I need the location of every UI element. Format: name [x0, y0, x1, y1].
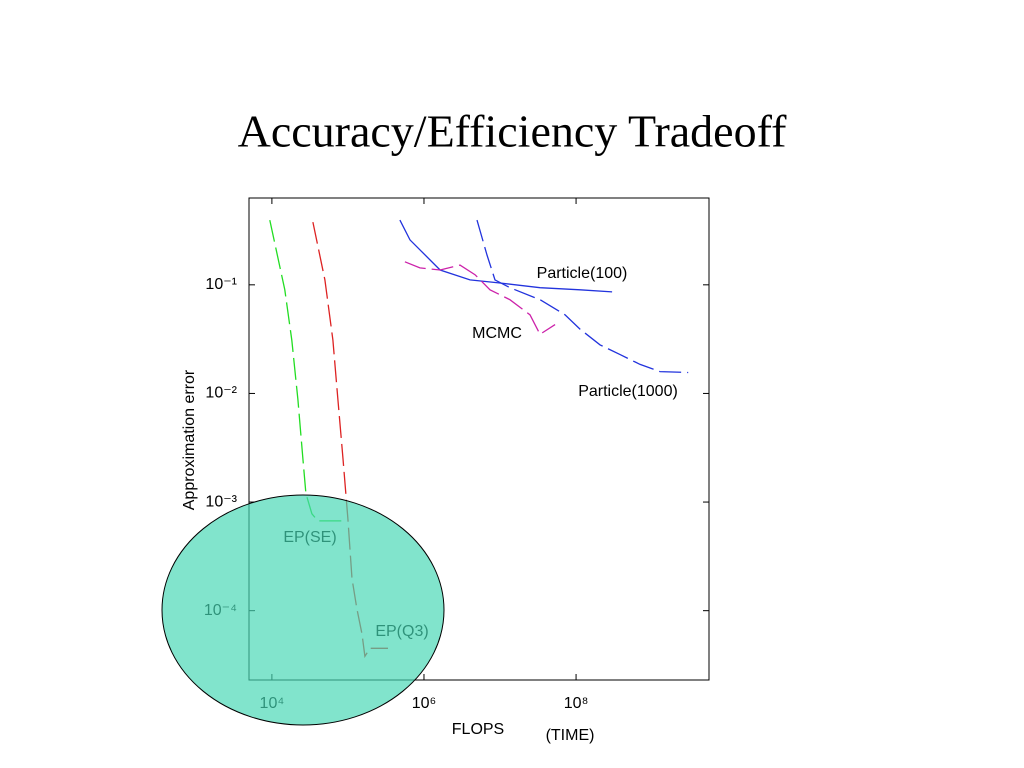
y-tick-label: 10⁻²: [205, 385, 237, 402]
x-axis-note: (TIME): [546, 727, 595, 744]
x-tick-label: 10⁶: [412, 695, 436, 712]
x-axis-label: FLOPS: [452, 721, 504, 738]
y-tick-label: 10⁻³: [205, 493, 237, 510]
plot-frame: [248, 197, 710, 681]
series-label: MCMC: [472, 325, 522, 342]
y-axis-label: Approximation error: [181, 369, 198, 510]
highlight-ellipse: [161, 494, 445, 726]
series-line: [399, 219, 613, 293]
series-label: Particle(1000): [578, 383, 678, 400]
series-label: Particle(100): [537, 265, 628, 282]
series-line: [476, 219, 689, 374]
y-tick-label: 10⁻¹: [205, 276, 237, 293]
x-tick-label: 10⁸: [564, 695, 589, 712]
slide-title: Accuracy/Efficiency Tradeoff: [238, 106, 787, 157]
series-line: [269, 219, 343, 522]
series-line: [404, 261, 556, 336]
